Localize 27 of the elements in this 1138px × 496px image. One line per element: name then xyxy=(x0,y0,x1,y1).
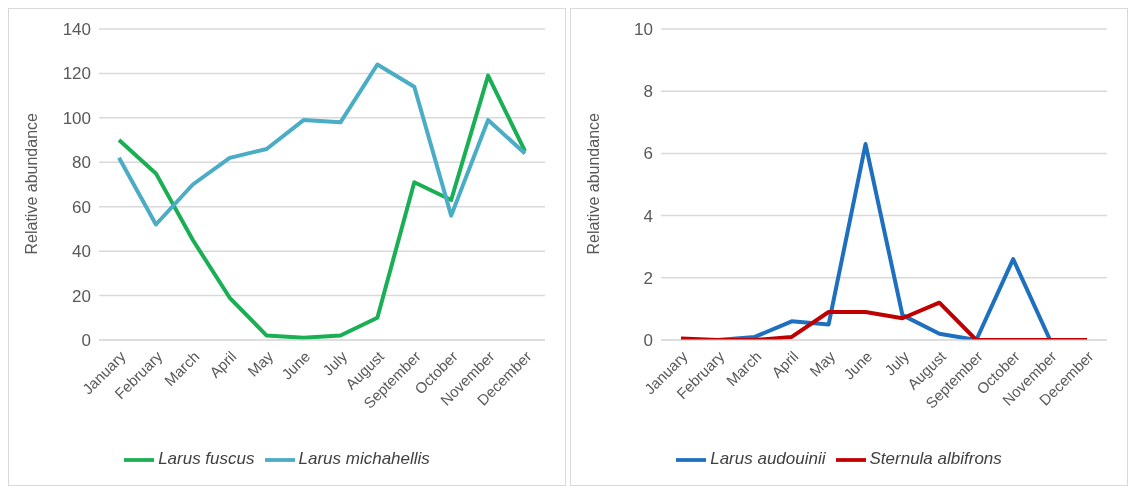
y-tick-label: 120 xyxy=(62,64,91,84)
y-tick-label: 0 xyxy=(81,331,91,351)
legend-label: Larus michahellis xyxy=(298,449,430,469)
y-axis-title: Relative abundance xyxy=(584,112,602,255)
legend-label: Sternula albifrons xyxy=(869,449,1002,469)
y-tick-label: 140 xyxy=(62,20,91,40)
legend-label: Larus audouinii xyxy=(710,449,826,469)
line-series xyxy=(117,62,527,227)
x-tick-label: May xyxy=(806,347,839,380)
y-tick-label: 60 xyxy=(72,197,91,217)
y-tick-label: 4 xyxy=(643,206,653,226)
legend-label: Larus fuscus xyxy=(158,449,255,469)
line-series xyxy=(679,300,1089,340)
x-tick-label: July xyxy=(881,347,913,379)
y-tick-label: 0 xyxy=(643,331,653,351)
y-axis-title: Relative abundance xyxy=(22,112,40,255)
y-tick-label: 10 xyxy=(634,20,653,40)
y-tick-label: 100 xyxy=(62,108,91,128)
y-tick-label: 6 xyxy=(643,144,653,164)
y-tick-label: 80 xyxy=(72,153,91,173)
y-tick-label: 8 xyxy=(643,82,653,102)
y-tick-label: 20 xyxy=(72,286,91,306)
y-tick-label: 2 xyxy=(643,268,653,288)
x-tick-label: May xyxy=(244,347,277,380)
y-tick-label: 40 xyxy=(72,242,91,262)
x-tick-label: July xyxy=(319,347,351,379)
line-series xyxy=(117,73,527,340)
